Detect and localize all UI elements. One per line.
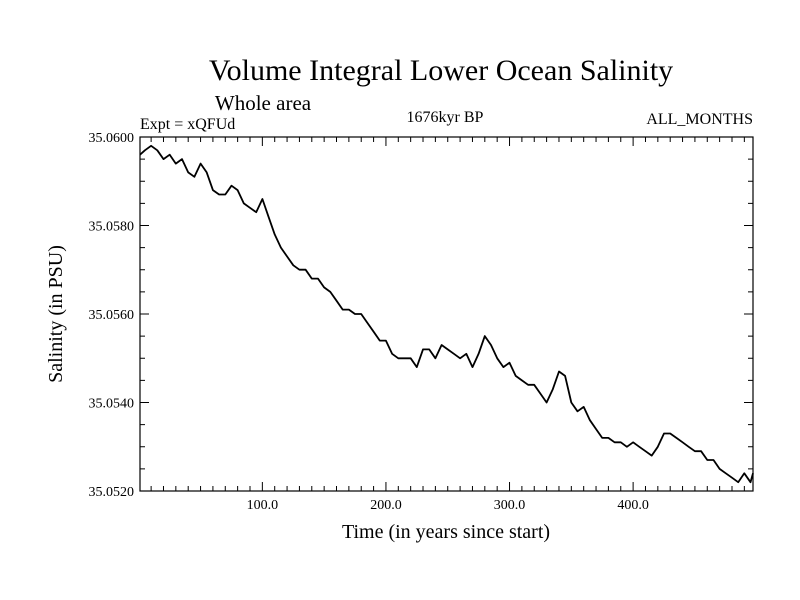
chart-title: Volume Integral Lower Ocean Salinity (209, 54, 673, 87)
y-tick-label: 35.0600 (89, 131, 135, 146)
period-label: 1676kyr BP (407, 109, 484, 126)
experiment-label: Expt = xQFUd (140, 116, 235, 133)
x-axis-label: Time (in years since start) (342, 521, 550, 543)
y-tick-label: 35.0540 (89, 397, 135, 412)
x-tick-label: 400.0 (617, 498, 649, 513)
y-tick-label: 35.0520 (89, 485, 135, 500)
y-tick-label: 35.0580 (89, 220, 135, 235)
x-tick-label: 300.0 (494, 498, 526, 513)
plot-frame (139, 136, 754, 492)
x-axis-ticks: 100.0 200.0 300.0 400.0 (150, 137, 745, 513)
x-tick-label: 200.0 (370, 498, 402, 513)
x-tick-label: 100.0 (247, 498, 279, 513)
chart-subtitle: Whole area (215, 91, 312, 115)
salinity-series-line (139, 144, 754, 484)
y-tick-label: 35.0560 (89, 308, 135, 323)
months-label: ALL_MONTHS (646, 111, 753, 128)
y-axis-ticks: 35.0520 35.0540 35.0560 35.0580 35.0600 (89, 131, 753, 500)
y-axis-label: Salinity (in PSU) (45, 245, 67, 383)
